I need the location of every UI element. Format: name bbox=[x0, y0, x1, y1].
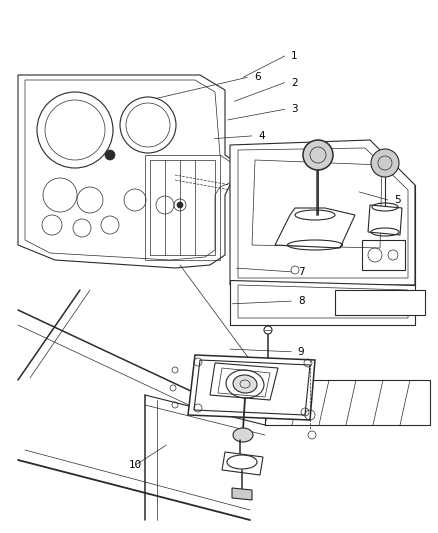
Text: 10: 10 bbox=[129, 460, 142, 470]
Circle shape bbox=[177, 202, 183, 208]
Circle shape bbox=[264, 326, 272, 334]
Polygon shape bbox=[230, 140, 415, 285]
Polygon shape bbox=[335, 290, 425, 315]
Polygon shape bbox=[222, 452, 263, 475]
Polygon shape bbox=[275, 208, 355, 248]
Text: 3: 3 bbox=[291, 104, 298, 114]
Text: 4: 4 bbox=[258, 131, 265, 141]
Text: 2: 2 bbox=[291, 78, 298, 87]
Ellipse shape bbox=[233, 375, 257, 393]
Polygon shape bbox=[25, 80, 232, 260]
Circle shape bbox=[371, 149, 399, 177]
Text: 8: 8 bbox=[298, 296, 304, 306]
Text: 6: 6 bbox=[254, 72, 261, 82]
Text: 7: 7 bbox=[298, 267, 304, 277]
Text: 5: 5 bbox=[394, 195, 401, 205]
Circle shape bbox=[303, 140, 333, 170]
Polygon shape bbox=[232, 488, 252, 500]
Polygon shape bbox=[188, 355, 315, 420]
Text: 9: 9 bbox=[298, 347, 304, 357]
Circle shape bbox=[105, 150, 115, 160]
Ellipse shape bbox=[233, 428, 253, 442]
Polygon shape bbox=[230, 280, 415, 325]
Polygon shape bbox=[265, 380, 430, 425]
Text: 1: 1 bbox=[291, 51, 298, 61]
Polygon shape bbox=[368, 205, 402, 235]
